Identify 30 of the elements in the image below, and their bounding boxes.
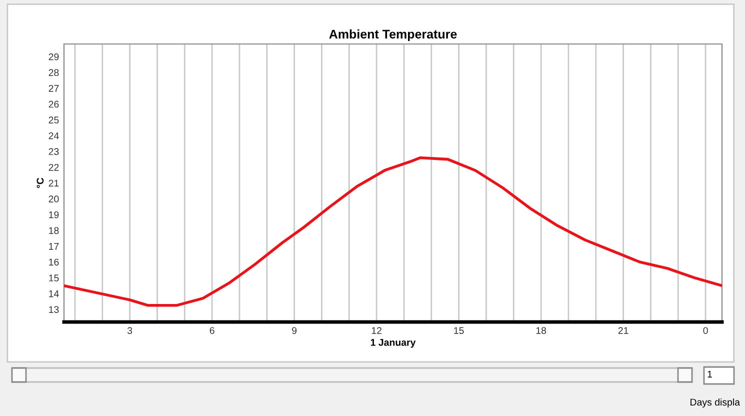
y-tick-label: 26 (48, 100, 59, 108)
y-tick-label: 13 (49, 306, 59, 313)
y-axis-title: °C (36, 178, 44, 188)
y-tick-label: 17 (49, 243, 59, 250)
y-tick-label: 25 (48, 116, 59, 124)
x-tick-label: 3 (127, 327, 132, 334)
y-tick-label: 20 (48, 196, 59, 202)
y-tick-label: 14 (49, 290, 59, 298)
y-tick-label: 27 (48, 84, 59, 92)
y-tick-label: 21 (48, 180, 59, 187)
y-tick-label: 19 (49, 211, 59, 218)
y-tick-label: 23 (48, 148, 59, 156)
y-tick-label: 16 (49, 258, 59, 266)
y-tick-label: 18 (49, 227, 59, 234)
y-tick-label: 29 (48, 53, 59, 60)
chart-title: Ambient Temperature (329, 29, 457, 42)
x-tick-label: 6 (210, 327, 214, 334)
y-tick-label: 15 (49, 274, 59, 282)
x-tick-label: 9 (292, 327, 297, 334)
y-tick-label: 24 (48, 132, 59, 140)
x-tick-label: 15 (454, 327, 464, 334)
text: 1 (708, 370, 712, 378)
text: Days displa (690, 398, 740, 408)
x-axis-title: 1 January (370, 339, 416, 348)
x-tick-label: 0 (703, 327, 708, 334)
x-tick-label: 18 (536, 327, 546, 334)
y-tick-label: 28 (48, 69, 59, 76)
x-tick-label: 21 (618, 327, 628, 334)
y-tick-label: 22 (48, 164, 59, 171)
x-tick-label: 12 (372, 327, 382, 334)
